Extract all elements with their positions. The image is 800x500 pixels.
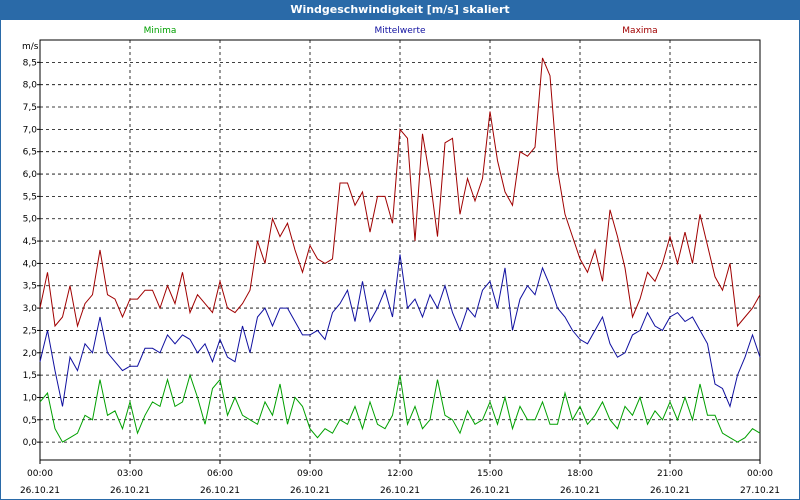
legend-entry-mittelwerte: Mittelwerte <box>374 26 425 36</box>
x-tick-date: 26.10.21 <box>560 486 600 496</box>
x-tick-date: 26.10.21 <box>110 486 150 496</box>
x-tick-time: 00:00 <box>27 469 53 479</box>
y-tick-label: 6,0 <box>23 170 38 180</box>
x-tick-date: 26.10.21 <box>290 486 330 496</box>
x-tick-time: 15:00 <box>477 469 503 479</box>
x-tick-date: 27.10.21 <box>740 486 780 496</box>
x-tick-time: 03:00 <box>117 469 143 479</box>
x-tick-date: 26.10.21 <box>380 486 420 496</box>
y-axis-label: m/s <box>22 42 39 52</box>
x-tick-time: 12:00 <box>387 469 413 479</box>
y-tick-label: 3,5 <box>23 282 37 292</box>
y-tick-label: 3,0 <box>23 304 38 314</box>
y-tick-label: 2,5 <box>23 326 37 336</box>
x-tick-date: 26.10.21 <box>20 486 60 496</box>
y-tick-label: 0,0 <box>23 438 38 448</box>
x-tick-time: 18:00 <box>567 469 593 479</box>
y-tick-label: 5,0 <box>23 215 38 225</box>
y-tick-label: 7,0 <box>23 125 38 135</box>
y-tick-label: 1,0 <box>23 393 38 403</box>
y-tick-label: 4,5 <box>23 237 37 247</box>
y-tick-label: 0,5 <box>23 416 37 426</box>
legend: Minima Mittelwerte Maxima <box>144 26 658 36</box>
x-tick-time: 06:00 <box>207 469 233 479</box>
x-tick-date: 26.10.21 <box>200 486 240 496</box>
series-line-maxima <box>39 57 761 328</box>
x-tick-date: 26.10.21 <box>650 486 690 496</box>
x-tick-time: 09:00 <box>297 469 323 479</box>
y-tick-label: 4,0 <box>23 259 38 269</box>
y-tick-label: 2,0 <box>23 349 38 359</box>
x-tick-time: 00:00 <box>747 469 773 479</box>
series-lines <box>39 57 761 443</box>
legend-entry-maxima: Maxima <box>622 26 657 36</box>
legend-entry-minima: Minima <box>144 26 177 36</box>
x-tick-time: 21:00 <box>657 469 683 479</box>
y-tick-label: 6,5 <box>23 148 37 158</box>
series-line-mittelwerte <box>39 254 761 409</box>
chart-title: Windgeschwindigkeit [m/s] skaliert <box>0 0 800 20</box>
y-tick-label: 8,0 <box>23 81 38 91</box>
y-tick-label: 1,5 <box>23 371 37 381</box>
y-tick-label: 5,5 <box>23 192 37 202</box>
y-tick-label: 7,5 <box>23 103 37 113</box>
series-line-minima <box>39 373 761 443</box>
x-tick-date: 26.10.21 <box>470 486 510 496</box>
y-tick-label: 8,5 <box>23 58 37 68</box>
x-axis-ticks: 00:00 26.10.21 03:00 26.10.21 06:00 26.10.21 0… <box>20 460 780 496</box>
y-axis-ticks: 0,0 0,5 1,0 1,5 2,0 2,5 3,0 3,5 4,0 4,5 5,0 5,5 6,0 6… <box>23 58 40 448</box>
